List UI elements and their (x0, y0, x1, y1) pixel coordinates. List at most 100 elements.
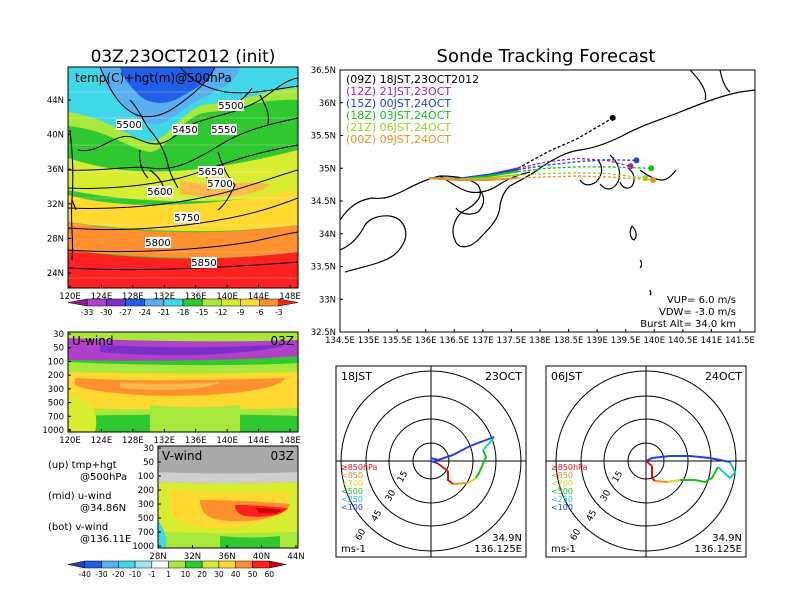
hodo-legend-entry: ≥850hPa (551, 463, 588, 472)
colorbar-label: 20 (197, 570, 207, 579)
colorbar-swatch (168, 560, 186, 569)
map-y-tick: 36N (319, 99, 336, 109)
mid-x-tick: 132E (153, 436, 175, 446)
track-landing-point (609, 114, 616, 121)
contour-label: 5500 (116, 120, 141, 131)
left-title: 03Z,23OCT2012 (init) (91, 47, 276, 67)
hodo-unit: ms-1 (341, 544, 366, 555)
legend-entry: (00Z) 09JST,24OCT (346, 133, 451, 146)
colorbar-swatch (101, 560, 119, 569)
mid-y-tick: 30 (53, 330, 64, 340)
top-y-tick: 40N (47, 131, 64, 141)
bot-y-tick: 200 (138, 486, 154, 496)
legend-entry: (21Z) 06JST,24OCT (346, 121, 451, 134)
colorbar-label: -27 (119, 308, 131, 317)
colorbar-swatch (125, 298, 145, 307)
mid-y-tick: 700 (48, 412, 64, 422)
colorbar-label: -24 (139, 308, 151, 317)
legend-entry: (15Z) 00JST,24OCT (346, 97, 451, 110)
mid-x-axis: 120E 124E 128E 132E 136E 140E 144E 148E (59, 429, 301, 446)
top-y-axis: 44N 40N 36N 32N 28N 24N (47, 96, 71, 279)
map-x-tick: 141E (701, 336, 723, 346)
track-landing-point (633, 157, 640, 164)
colorbar-swatch (221, 298, 241, 307)
contour-label: 5850 (191, 258, 216, 269)
colorbar-label: 60 (264, 570, 274, 579)
mid-panel-label: U-wind (72, 334, 113, 348)
bot-y-tick: 30 (143, 444, 154, 454)
hodo-legend-2: ≥850hPa<850<700<500<250<100 (551, 463, 588, 512)
mid-panel-frame (67, 331, 299, 433)
colorbar-swatch (240, 298, 260, 307)
map-x-tick: 137E (472, 336, 494, 346)
colorbar-swatch (201, 298, 222, 307)
colorbar-label: -6 (256, 308, 264, 317)
ring-label: 15 (611, 470, 625, 485)
map-x-tick: 136E (415, 336, 437, 346)
colorbar-label: 1 (166, 570, 171, 579)
param-line: Burst Alt= 34.0 km (640, 319, 736, 330)
colorbar-swatch (185, 560, 203, 569)
hodo-legend-entry: <700 (341, 479, 363, 488)
ring-label: 45 (370, 509, 384, 524)
colorbar-swatch (106, 298, 126, 307)
track-landing-point (650, 177, 657, 184)
coastline-map (340, 70, 755, 296)
colorbar-swatch (67, 560, 86, 569)
contour-label: 5750 (174, 213, 199, 224)
top-y-tick: 32N (47, 200, 64, 210)
note-line: (bot) v-wind (48, 522, 108, 533)
track-landing-point (627, 163, 634, 170)
hodo-legend-entry: <700 (551, 479, 573, 488)
mid-y-tick: 500 (48, 399, 64, 409)
colorbar-swatch (259, 298, 280, 307)
map-y-tick: 33N (319, 295, 336, 305)
map-y-tick: 36.5N (311, 66, 336, 76)
hodograph-2: 15 30 45 60 06JST 24OCT ms-1 34.9N 136.1… (545, 365, 747, 558)
colorbar-label: -20 (112, 570, 124, 579)
mid-y-tick: 1000 (42, 426, 64, 436)
map-x-tick: 134.5E (325, 336, 355, 346)
ring-label: 30 (599, 488, 614, 503)
map-x-tick: 138.5E (554, 336, 584, 346)
colorbar-label: -3 (275, 308, 283, 317)
map-x-tick: 135.5E (382, 336, 412, 346)
wind-colorbar: -40 -30 -20 -10 -1 1 10 20 30 40 50 60 (67, 560, 287, 579)
track-landing-point (648, 165, 655, 172)
track-ascent-line (428, 177, 518, 181)
track-legend: (09Z) 18JST,23OCT2012(12Z) 21JST,23OCT(1… (346, 73, 479, 146)
bot-x-tick: 28N (149, 552, 166, 562)
bot-x-tick: 44N (287, 552, 304, 562)
top-x-tick: 140E (216, 292, 238, 302)
hodo-legend-1: ≥850hPa<850<700<500<250<100 (341, 463, 378, 512)
legend-entry: (12Z) 21JST,23OCT (346, 85, 451, 98)
track-drift-line (517, 157, 631, 169)
u-wind-field (68, 332, 298, 432)
colorbar-label: -12 (215, 308, 227, 317)
bot-x-tick: 40N (253, 552, 270, 562)
top-y-tick: 44N (47, 96, 64, 106)
top-x-tick: 124E (91, 292, 113, 302)
map-y-tick: 33.5N (311, 263, 336, 273)
ring-label: 60 (569, 527, 584, 542)
hodo-date: 24OCT (705, 370, 742, 383)
contour-label: 5700 (207, 179, 232, 190)
colorbar-label: 30 (214, 570, 224, 579)
top-y-tick: 28N (47, 234, 64, 244)
hodo-legend-entry: <250 (551, 495, 573, 504)
bot-x-tick: 32N (184, 552, 201, 562)
colorbar-swatch (252, 560, 270, 569)
colorbar-swatch (268, 560, 287, 569)
colorbar-label: -18 (177, 308, 189, 317)
mid-panel-time: 03Z (271, 334, 295, 348)
bot-x-axis: 28N 32N 36N 40N 44N (149, 545, 305, 562)
top-x-tick: 120E (59, 292, 81, 302)
mid-y-tick: 50 (53, 344, 64, 354)
hodo-legend-entry: <500 (341, 487, 363, 496)
colorbar-swatch (218, 560, 236, 569)
panel-notes: (up) tmp+hgt @500hPa (mid) u-wind @34.86… (48, 460, 131, 545)
sonde-params: VUP= 6.0 m/s VDW= -3.0 m/s Burst Alt= 34… (640, 295, 736, 330)
note-line: @500hPa (80, 472, 127, 483)
hodo-legend-entry: <100 (551, 503, 573, 512)
mid-x-tick: 128E (122, 436, 144, 446)
